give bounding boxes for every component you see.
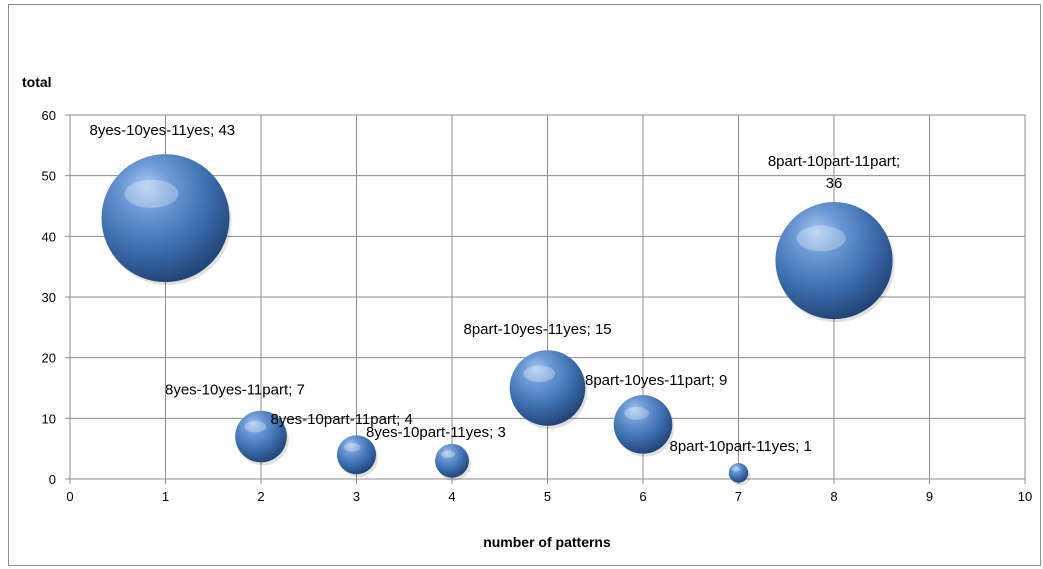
x-tick-label: 3 — [353, 489, 360, 504]
bubble-data-label: 8yes-10part-11yes; 3 — [366, 424, 506, 441]
x-tick-label: 1 — [162, 489, 169, 504]
bubble-point — [435, 443, 469, 478]
x-tick-label: 6 — [639, 489, 646, 504]
bubble-data-label: 8yes-10part-11part; 4 — [271, 411, 413, 428]
bubble-point — [336, 435, 377, 475]
bubble-highlight — [441, 450, 456, 459]
bubble-data-label: 8part-10part-11part; 36 — [768, 153, 900, 192]
x-tick-label: 2 — [257, 489, 264, 504]
bubble-point — [613, 395, 673, 454]
bubble-highlight — [624, 406, 649, 420]
x-tick-label: 4 — [448, 489, 455, 504]
x-tick-label: 9 — [926, 489, 933, 504]
bubble-highlight — [344, 443, 361, 452]
y-tick-label: 10 — [42, 411, 56, 426]
y-tick-label: 50 — [42, 169, 56, 184]
bubble-highlight — [244, 421, 267, 433]
bubble-data-label: 8yes-10yes-11part; 7 — [165, 382, 305, 399]
bubble-highlight — [124, 179, 179, 208]
x-tick-label: 7 — [735, 489, 742, 504]
bubble-point — [101, 154, 230, 283]
y-tick-label: 30 — [42, 290, 56, 305]
bubble-highlight — [796, 225, 846, 252]
bubble-highlight — [732, 467, 741, 472]
bubble-data-label: 8part-10yes-11yes; 15 — [464, 321, 612, 338]
y-tick-label: 20 — [42, 351, 56, 366]
y-tick-label: 0 — [49, 472, 56, 487]
x-tick-label: 8 — [830, 489, 837, 504]
bubble-point — [728, 463, 749, 483]
bubble-data-label: 8part-10yes-11part; 9 — [585, 372, 727, 389]
bubble-series — [101, 154, 895, 486]
bubble-highlight — [523, 365, 556, 382]
y-tick-label: 60 — [42, 108, 56, 123]
x-tick-label: 0 — [66, 489, 73, 504]
y-axis-title: total — [22, 74, 52, 90]
data-labels: 8yes-10yes-11yes; 43 8yes-10yes-11part; 7… — [90, 122, 901, 455]
bubble-point — [235, 410, 287, 463]
y-tick-label: 40 — [42, 229, 56, 244]
x-axis-title: number of patterns — [483, 534, 611, 550]
bubble-point — [509, 350, 586, 426]
bubble-point — [775, 202, 893, 320]
axes: 0 1 2 3 4 5 6 7 8 9 10 0 10 20 30 40 50 60 — [42, 108, 1033, 504]
bubble-data-label: 8yes-10yes-11yes; 43 — [90, 122, 236, 139]
bubble-data-label: 8part-10part-11yes; 1 — [670, 438, 812, 455]
x-tick-label: 5 — [544, 489, 551, 504]
x-tick-label: 10 — [1018, 489, 1032, 504]
